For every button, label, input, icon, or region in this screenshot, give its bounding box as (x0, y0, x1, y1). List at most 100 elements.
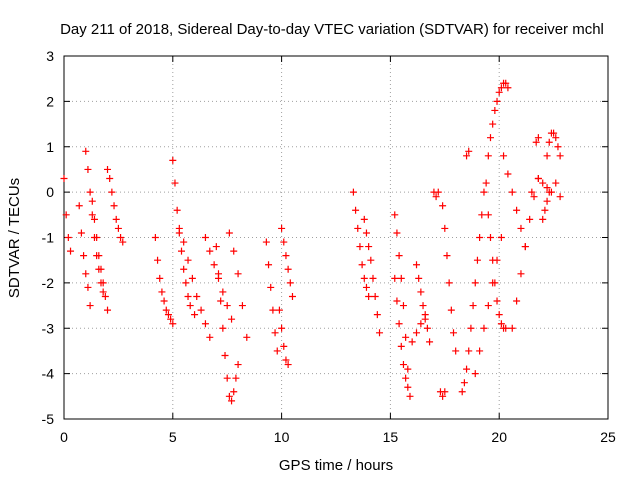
data-point (497, 234, 505, 241)
x-tick-label: 20 (491, 429, 507, 445)
data-point (450, 329, 458, 337)
tick-layer: 0 5 10 15 20 25 -5 -4 -3 -2 -1 0 1 2 3 (42, 48, 616, 445)
data-point (225, 392, 233, 400)
data-point (278, 224, 286, 232)
data-point (365, 292, 373, 300)
data-point (162, 306, 170, 314)
series-track-30 (528, 175, 564, 201)
data-point (180, 265, 188, 273)
data-point (221, 351, 229, 359)
data-point (526, 215, 534, 223)
data-point (539, 215, 547, 223)
data-point (267, 283, 275, 291)
chart-title: Day 211 of 2018, Sidereal Day-to-day VTE… (60, 21, 604, 38)
data-point (80, 252, 88, 260)
data-point (458, 388, 466, 396)
data-point (545, 188, 553, 196)
data-point (484, 302, 492, 310)
data-point (508, 188, 516, 196)
data-point (447, 306, 455, 314)
data-point (478, 211, 486, 219)
data-point (471, 370, 479, 378)
data-point (362, 283, 370, 291)
data-point (180, 238, 188, 246)
data-point (356, 243, 364, 251)
data-point (104, 165, 112, 173)
data-point (82, 270, 90, 278)
series-track-20 (408, 311, 429, 346)
series-track-06 (151, 234, 177, 328)
series-track-31 (543, 129, 564, 160)
data-point (164, 311, 172, 319)
data-point (219, 288, 227, 296)
data-point (467, 324, 475, 332)
data-point (543, 152, 551, 160)
data-point (197, 306, 205, 314)
data-point (282, 252, 290, 260)
y-tick-label: 1 (46, 139, 54, 155)
data-point (280, 238, 288, 246)
data-point (552, 134, 560, 142)
data-point (465, 347, 473, 355)
series-track-19 (413, 261, 434, 346)
data-point (480, 188, 488, 196)
data-point (491, 106, 499, 114)
data-point (110, 202, 118, 210)
data-point (393, 297, 401, 305)
data-point (373, 311, 381, 319)
data-point (465, 147, 473, 155)
data-point (223, 374, 231, 382)
data-point (556, 152, 564, 160)
data-point (262, 238, 270, 246)
series-track-14 (275, 306, 292, 369)
data-point (84, 283, 92, 291)
data-point (397, 342, 405, 350)
data-point (214, 270, 222, 278)
data-point (278, 324, 286, 332)
series-track-04 (88, 197, 112, 314)
data-point (84, 165, 92, 173)
data-point (463, 365, 471, 373)
series-track-21 (430, 188, 442, 201)
data-point (484, 211, 492, 219)
series-track-33 (532, 134, 542, 146)
data-point (513, 206, 521, 214)
data-point (393, 229, 401, 237)
data-point (395, 252, 403, 260)
data-point (184, 292, 192, 300)
data-point (230, 247, 238, 255)
data-point (75, 202, 83, 210)
data-point (158, 288, 166, 296)
data-point (493, 97, 501, 105)
data-point (541, 206, 549, 214)
series-track-08 (175, 224, 214, 341)
data-point (395, 320, 403, 328)
data-point (545, 138, 553, 146)
data-point (62, 211, 70, 219)
data-point (554, 143, 562, 151)
series-track-26 (484, 211, 510, 332)
data-point (273, 347, 281, 355)
data-point (112, 215, 120, 223)
data-point (360, 274, 368, 282)
series-track-34 (463, 147, 473, 160)
series-track-16 (360, 215, 384, 337)
series-track-02 (75, 202, 94, 310)
series-track-13 (278, 224, 296, 300)
data-point (210, 261, 218, 269)
data-point (399, 361, 407, 369)
data-point (269, 306, 277, 314)
data-point (360, 215, 368, 223)
data-point (288, 292, 296, 300)
data-point (173, 206, 181, 214)
data-point (169, 156, 177, 164)
data-point (201, 320, 209, 328)
data-point (476, 234, 484, 241)
data-point (543, 184, 551, 192)
data-point (432, 193, 440, 201)
data-point (406, 392, 414, 400)
data-point (391, 211, 399, 219)
series-track-12 (262, 238, 281, 355)
data-point (101, 292, 109, 300)
data-point (286, 279, 294, 287)
